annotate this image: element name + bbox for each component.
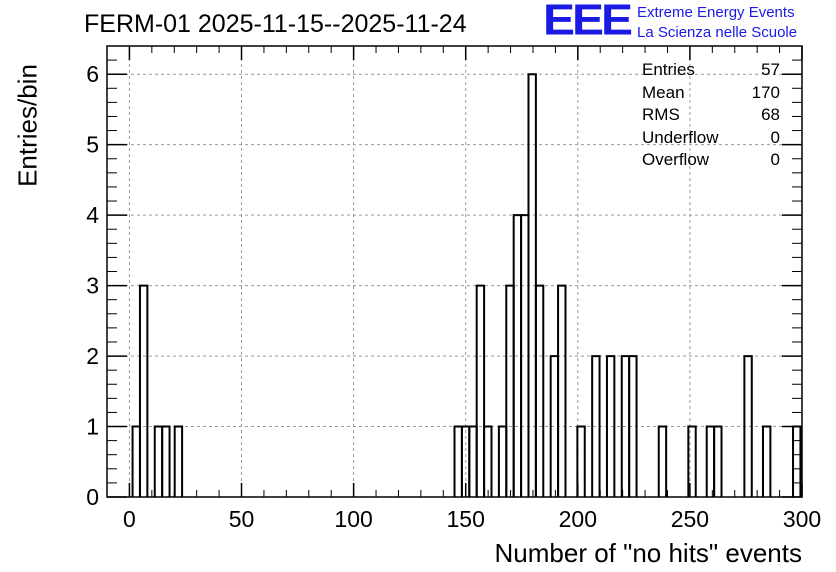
stat-label: Overflow (642, 150, 710, 169)
histogram-bin (138, 284, 149, 497)
histogram-bin (131, 425, 141, 497)
x-tick-label: 0 (123, 506, 136, 532)
stat-row-underflow: Underflow 0 (642, 127, 780, 150)
histogram-bin (557, 284, 567, 497)
stat-row-mean: Mean 170 (642, 82, 780, 105)
x-tick-label: 300 (783, 506, 821, 532)
histogram-bin (453, 425, 463, 497)
histogram-bin (483, 425, 493, 497)
stat-label: RMS (642, 105, 680, 124)
histogram-bin (505, 284, 515, 497)
y-tick-label: 4 (86, 202, 99, 228)
x-tick-label: 100 (334, 506, 372, 532)
histogram-bin (743, 355, 753, 497)
histogram-bin (161, 425, 171, 497)
x-tick-label: 150 (447, 506, 485, 532)
logo-text-line2: La Scienza nelle Scuole (637, 24, 798, 41)
logo-text-line1: Extreme Energy Events (637, 4, 795, 21)
histogram-bin (475, 284, 486, 497)
stat-label: Mean (642, 82, 685, 102)
x-tick-label: 250 (671, 506, 709, 532)
histogram-bin (705, 425, 716, 497)
chart-title: FERM-01 2025-11-15--2025-11-24 (84, 10, 467, 38)
histogram-bin (173, 425, 184, 497)
y-tick-label: 5 (86, 132, 99, 158)
stat-label: Underflow (642, 127, 719, 147)
y-tick-label: 1 (86, 414, 99, 440)
histogram-bin (761, 425, 772, 497)
axis-ticks: 0 50 100 150 200 250 300 0 1 2 3 4 5 6 (86, 45, 821, 532)
histogram-bin (628, 355, 638, 497)
x-tick-label: 200 (559, 506, 597, 532)
y-tick-label: 3 (86, 273, 99, 299)
y-axis-label: Entries/bin (12, 64, 43, 187)
histogram-bin (792, 425, 802, 497)
histogram-bin (591, 355, 601, 497)
stat-value: 68 (761, 105, 780, 124)
histogram-bin (687, 425, 697, 497)
y-tick-label: 2 (86, 343, 99, 369)
histogram-bin (657, 425, 668, 497)
stat-value: 170 (751, 82, 780, 102)
stat-label: Entries (642, 60, 695, 79)
stat-value: 0 (770, 150, 780, 169)
stats-box: Entries 57 Mean 170 RMS 68 Underflow 0 Overf… (642, 59, 780, 172)
stat-value: 0 (770, 127, 780, 147)
histogram-bin (605, 355, 616, 497)
stat-row-overflow: Overflow 0 (642, 149, 780, 172)
histogram-bin (576, 425, 586, 497)
histogram-bin (497, 425, 508, 497)
histogram-bin (153, 425, 164, 497)
stat-row-rms: RMS 68 (642, 104, 780, 127)
stat-value: 57 (761, 60, 780, 79)
histogram-bin (534, 284, 545, 497)
histogram-bin (713, 425, 723, 497)
y-tick-label: 6 (86, 61, 99, 87)
x-tick-label: 50 (229, 506, 255, 532)
histogram-bars (131, 73, 802, 497)
stat-row-entries: Entries 57 (642, 59, 780, 82)
histogram-bin (468, 425, 478, 497)
eee-logo: EEE (543, 0, 633, 45)
y-tick-label: 0 (86, 484, 99, 510)
x-axis-label: Number of "no hits" events (494, 538, 803, 568)
